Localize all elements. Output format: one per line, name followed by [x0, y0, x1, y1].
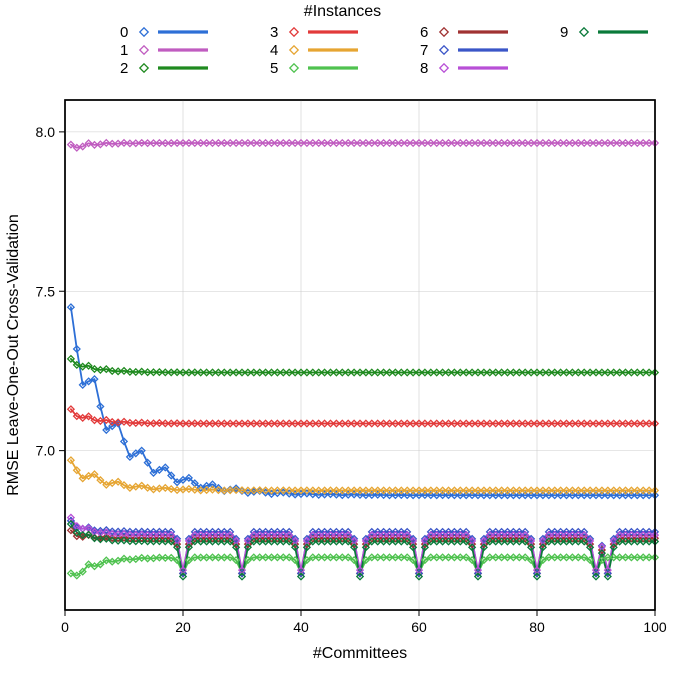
legend-label-6: 6 [420, 24, 428, 41]
xtick-label: 20 [175, 619, 191, 635]
legend-label-9: 9 [560, 24, 568, 41]
ytick-label: 8.0 [36, 124, 56, 140]
legend-label-1: 1 [120, 42, 128, 59]
legend-label-4: 4 [270, 42, 278, 59]
rmse-chart: #Instances01234567890204060801007.07.58.… [0, 0, 685, 677]
xtick-label: 60 [411, 619, 427, 635]
ytick-label: 7.5 [36, 283, 56, 299]
x-axis-label: #Committees [313, 645, 407, 662]
legend-label-7: 7 [420, 42, 428, 59]
legend-label-8: 8 [420, 60, 428, 77]
legend-label-2: 2 [120, 60, 128, 77]
xtick-label: 0 [61, 619, 69, 635]
xtick-label: 40 [293, 619, 309, 635]
legend-label-0: 0 [120, 24, 128, 41]
legend-title: #Instances [304, 3, 381, 20]
xtick-label: 80 [529, 619, 545, 635]
y-axis-label: RMSE Leave-One-Out Cross-Validation [5, 214, 22, 496]
xtick-label: 100 [643, 619, 667, 635]
ytick-label: 7.0 [36, 443, 56, 459]
legend-label-5: 5 [270, 60, 278, 77]
legend-label-3: 3 [270, 24, 278, 41]
